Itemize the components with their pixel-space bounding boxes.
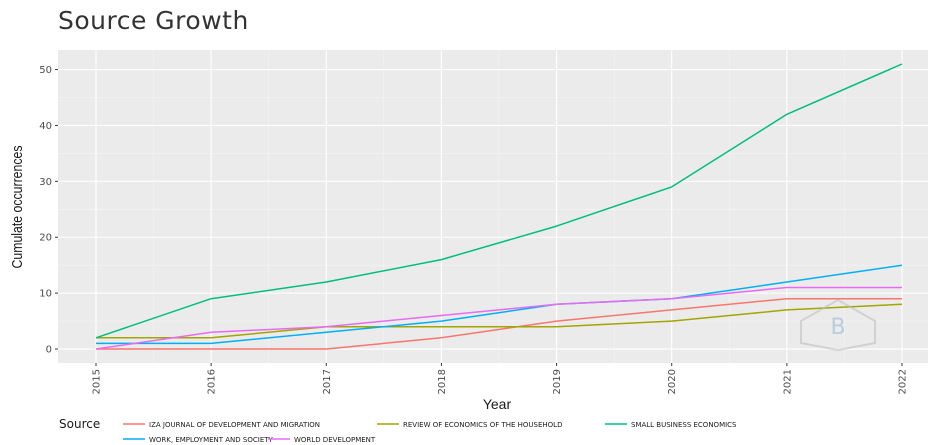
series-lines [95, 63, 903, 350]
series-line [95, 63, 903, 339]
y-tick-label: 40 [39, 121, 52, 132]
y-tick-label: 10 [39, 289, 52, 300]
series-line [96, 297, 902, 350]
x-axis-title: Year [483, 396, 512, 412]
x-tick-label: 2020 [667, 369, 678, 394]
plot-panel [58, 50, 928, 363]
x-tick-label: 2021 [782, 369, 793, 394]
y-axis-title: Cumulate occurrences [9, 145, 25, 268]
series-line [96, 303, 903, 339]
legend-label: IZA JOURNAL OF DEVELOPMENT AND MIGRATION [149, 421, 320, 429]
legend-label: WORK, EMPLOYMENT AND SOCIETY [149, 436, 274, 444]
legend-title: Source [59, 417, 100, 431]
watermark-logo-glyph: B [830, 315, 845, 340]
y-tick-label: 20 [39, 233, 52, 244]
legend-label: WORLD DEVELOPMENT [294, 436, 376, 444]
grid-major [58, 50, 928, 363]
series-line [96, 264, 903, 345]
y-tick-label: 30 [39, 177, 52, 188]
legend: Source IZA JOURNAL OF DEVELOPMENT AND MI… [59, 417, 737, 444]
y-tick-label: 0 [46, 345, 52, 356]
x-tick-label: 2018 [437, 369, 448, 394]
chart-title: Source Growth [58, 6, 249, 35]
x-tick-label: 2016 [207, 369, 218, 394]
series-line [95, 286, 902, 350]
y-tick-label: 50 [39, 65, 52, 76]
y-axis-ticks: 0 10 20 30 40 50 [39, 65, 58, 356]
x-tick-label: 2015 [92, 369, 103, 394]
x-axis-ticks: 2015 2016 2017 2018 2019 2020 2021 2022 [92, 363, 909, 394]
x-tick-label: 2017 [322, 369, 333, 394]
watermark-logo: B [800, 298, 876, 352]
x-tick-label: 2019 [552, 369, 563, 394]
legend-label: REVIEW OF ECONOMICS OF THE HOUSEHOLD [403, 421, 562, 429]
legend-label: SMALL BUSINESS ECONOMICS [631, 421, 737, 429]
x-tick-label: 2022 [898, 369, 909, 394]
